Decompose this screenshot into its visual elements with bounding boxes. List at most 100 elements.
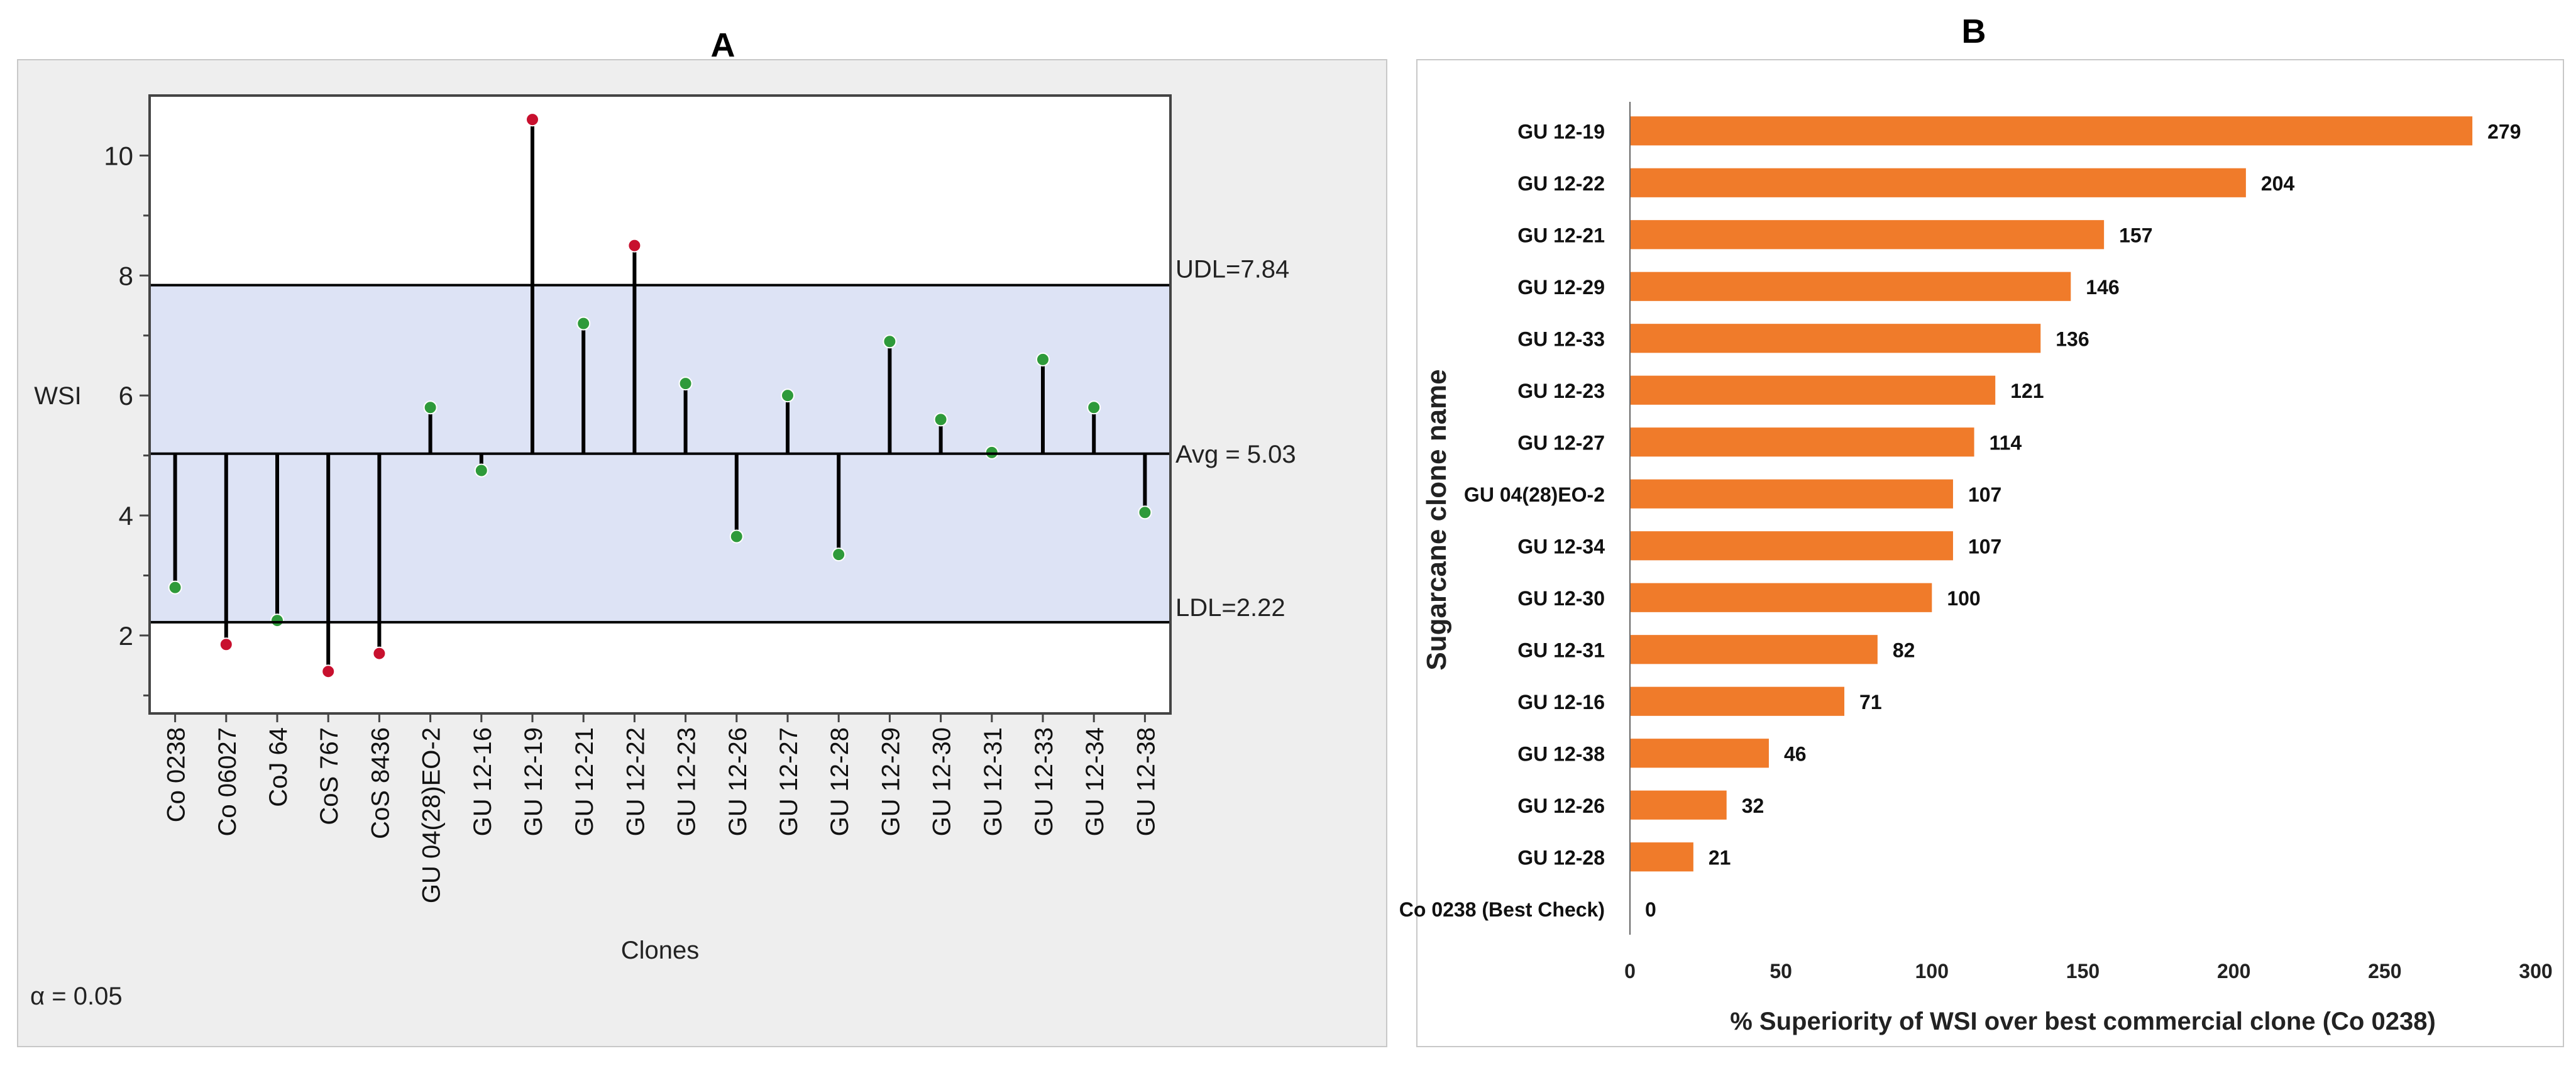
superiority-bar [1630,842,1693,872]
category-label: GU 12-23 [1517,380,1605,402]
category-label: GU 12-38 [1517,742,1605,765]
panel-a-x-axis-label: Clones [621,937,700,964]
wsi-point [219,637,233,652]
wsi-point [1036,352,1050,366]
superiority-bar [1630,116,2473,146]
bar-value-label: 157 [2119,224,2152,246]
x-tick-label: 150 [2066,960,2100,982]
x-tick-label: GU 12-22 [622,727,649,836]
panel-b-x-axis-label: % Superiority of WSI over best commercia… [1730,1008,2436,1035]
x-tick-label: GU 12-21 [571,727,598,836]
bar-value-label: 100 [1947,587,1980,610]
category-label: GU 12-31 [1517,639,1605,661]
bar-value-label: 46 [1784,742,1807,765]
bar-value-label: 0 [1645,898,1656,921]
alpha-label: α = 0.05 [30,982,123,1010]
x-tick-label: GU 12-29 [877,727,905,836]
x-tick-label: CoS 8436 [366,727,394,839]
x-tick-label: GU 12-30 [928,727,956,836]
wsi-point [933,412,948,427]
x-tick-label: GU 12-28 [826,727,854,836]
superiority-bar [1630,168,2246,197]
x-tick-label: 250 [2368,960,2401,982]
bar-value-label: 114 [1990,431,2022,454]
superiority-bar [1630,583,1932,612]
superiority-bar [1630,686,1845,716]
category-label: GU 12-19 [1517,120,1605,143]
superiority-bar [1630,272,2071,301]
category-label: GU 12-29 [1517,276,1605,299]
x-tick-label: CoJ 64 [265,727,292,807]
superiority-bar [1630,479,1953,509]
wsi-point [270,614,284,628]
y-tick-label: 10 [104,141,133,170]
superiority-bar [1630,739,1769,768]
superiority-bar [1630,375,1996,405]
wsi-point [168,580,182,595]
x-tick-label: 50 [1770,960,1792,982]
superiority-bar [1630,220,2105,250]
category-label: GU 04(28)EO-2 [1464,483,1605,506]
category-label: GU 12-33 [1517,327,1605,350]
x-tick-label: GU 12-38 [1132,727,1160,836]
x-tick-label: 0 [1624,960,1636,982]
x-tick-label: GU 12-27 [775,727,803,836]
panel-a-plot-frame [148,94,1172,715]
wsi-point [372,646,387,661]
category-label: GU 12-16 [1517,691,1605,713]
x-tick-label: Co 06027 [214,727,241,836]
x-tick-label: 100 [1915,960,1949,982]
superiority-bar [1630,427,1974,457]
panel-a-y-axis-label: WSI [34,382,82,410]
category-label: GU 12-30 [1517,587,1605,610]
udl-label: UDL=7.84 [1175,256,1289,283]
superiority-bar [1630,531,1953,561]
wsi-point [423,400,438,415]
wsi-point [678,377,693,391]
wsi-point [832,548,846,562]
category-label: GU 12-27 [1517,431,1605,454]
bar-value-label: 121 [2010,380,2044,402]
x-tick-label: Co 0238 [163,727,190,822]
x-tick-label: GU 12-31 [979,727,1007,836]
wsi-point [883,334,897,349]
panel-a-label: A [711,26,735,64]
bar-value-label: 204 [2261,172,2295,195]
y-tick-label: 2 [119,621,133,651]
y-tick-label: 8 [119,261,133,290]
wsi-point [474,463,488,478]
y-tick-label: 4 [119,501,133,531]
y-tick-label: 6 [119,381,133,410]
x-tick-label: CoS 767 [316,727,343,825]
category-label: GU 12-21 [1517,224,1605,246]
panel-a-wsi-means-chart: A UDL=7.84 Avg = 5.03 LDL=2.22 2 4 6 8 10 Co… [17,26,1387,1047]
x-tick-label: GU 12-26 [724,727,752,836]
average-label: Avg = 5.03 [1175,441,1296,468]
category-label: GU 12-28 [1517,846,1605,869]
wsi-point [321,664,336,679]
bar-value-label: 82 [1893,639,1915,661]
x-tick-label: 300 [2519,960,2552,982]
category-label: GU 12-26 [1517,795,1605,817]
bar-value-label: 136 [2056,327,2089,350]
wsi-point [627,238,642,253]
x-tick-label: 200 [2217,960,2250,982]
wsi-point [1138,505,1152,520]
wsi-point [729,529,744,544]
x-tick-label: GU 12-16 [469,727,497,836]
bar-value-label: 107 [1968,483,2001,506]
x-tick-label: GU 12-19 [520,727,548,836]
bar-value-label: 279 [2487,120,2521,143]
category-label: GU 12-22 [1517,172,1605,195]
bar-value-label: 21 [1709,846,1731,869]
panel-b-y-axis-label: Sugarcane clone name [1421,369,1452,670]
x-tick-label: GU 12-33 [1030,727,1058,836]
wsi-point [526,113,539,127]
superiority-bar [1630,790,1727,820]
wsi-point [576,316,591,331]
wsi-point [1087,400,1101,415]
category-label: Co 0238 (Best Check) [1399,898,1605,921]
panel-b-superiority-bar-chart: B GU 12-19 279 GU 12-22 204 GU 12-21 157 GU 12… [1399,13,2564,1047]
panel-b-label: B [1962,13,1986,50]
